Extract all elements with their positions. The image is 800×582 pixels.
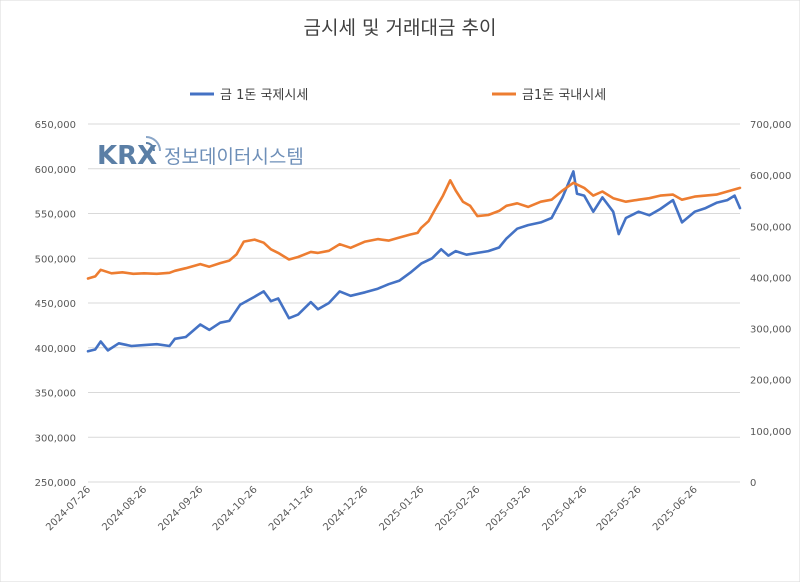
y-axis-right: 0 100,000 200,000 300,000 400,000 500,000 600,… (750, 120, 791, 489)
series-line-domestic (86, 179, 742, 280)
y-left-tick-label: 250,000 (35, 478, 76, 489)
chart-title: 금시세 및 거래대금 추이 (304, 17, 497, 39)
y-right-tick-label: 600,000 (750, 171, 791, 182)
y-left-tick-label: 650,000 (35, 120, 76, 131)
series (86, 170, 742, 353)
y-right-tick-label: 100,000 (750, 427, 791, 438)
logo-brand: KRX (97, 141, 157, 171)
logo-arc-icon (145, 142, 155, 152)
y-right-tick-label: 200,000 (750, 376, 791, 387)
y-left-tick-label: 600,000 (35, 165, 76, 176)
series-line-international (86, 170, 742, 353)
y-left-tick-label: 550,000 (35, 210, 76, 221)
y-right-tick-label: 300,000 (750, 325, 791, 336)
y-right-tick-label: 500,000 (750, 222, 791, 233)
y-right-tick-label: 400,000 (750, 273, 791, 284)
y-left-tick-label: 400,000 (35, 344, 76, 355)
y-right-tick-label: 0 (750, 478, 756, 489)
y-right-tick-label: 700,000 (750, 120, 791, 131)
legend-label-domestic: 금1돈 국내시세 (522, 88, 606, 103)
legend: 금 1돈 국제시세 금1돈 국내시세 (190, 88, 606, 103)
legend-label-international: 금 1돈 국제시세 (220, 88, 308, 103)
y-left-tick-label: 450,000 (35, 299, 76, 310)
y-left-tick-label: 350,000 (35, 389, 76, 400)
logo-subtitle: 정보데이터시스템 (164, 146, 304, 168)
y-axis-left: 250,000 300,000 350,000 400,000 450,000 500,0… (35, 120, 76, 489)
y-left-tick-label: 300,000 (35, 433, 76, 444)
logo-arc-outer-icon (145, 136, 161, 152)
krx-logo: KRX 정보데이터시스템 (97, 136, 304, 171)
y-left-tick-label: 500,000 (35, 254, 76, 265)
